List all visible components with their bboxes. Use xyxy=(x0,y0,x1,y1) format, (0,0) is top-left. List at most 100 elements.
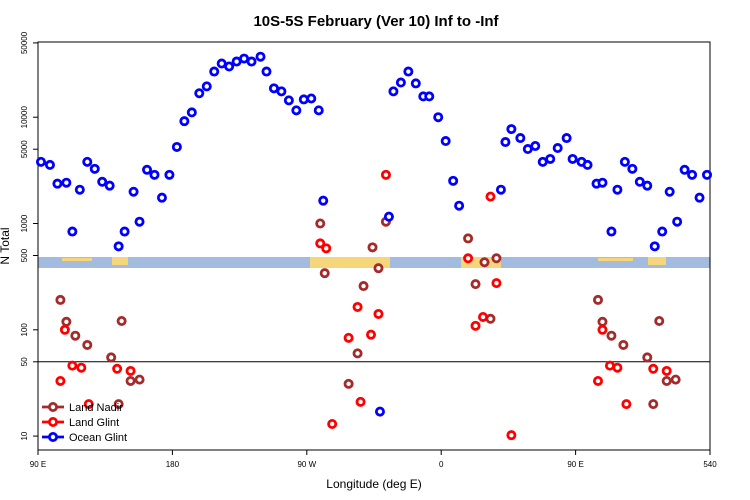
point xyxy=(149,169,160,180)
point xyxy=(506,430,517,441)
point xyxy=(582,159,593,170)
series xyxy=(55,216,681,410)
point xyxy=(201,81,212,92)
point xyxy=(694,192,705,203)
point xyxy=(478,311,489,322)
point xyxy=(561,133,572,144)
point xyxy=(67,360,78,371)
point xyxy=(343,378,354,389)
point xyxy=(343,332,354,343)
point xyxy=(61,316,72,327)
point xyxy=(491,253,502,264)
point xyxy=(59,324,70,335)
point xyxy=(125,375,136,386)
point xyxy=(479,257,490,268)
y-axis-label: N Total xyxy=(0,227,12,264)
point xyxy=(82,156,93,167)
point xyxy=(283,95,294,106)
legend-label: Ocean Glint xyxy=(69,432,127,444)
series xyxy=(35,51,713,417)
point xyxy=(642,180,653,191)
point xyxy=(670,374,681,385)
point xyxy=(306,93,317,104)
legend-label: Land Nadir xyxy=(69,402,123,414)
point xyxy=(352,301,363,312)
point xyxy=(664,186,675,197)
point xyxy=(55,375,66,386)
point xyxy=(179,116,190,127)
point xyxy=(134,374,145,385)
point xyxy=(142,164,153,175)
point xyxy=(209,66,220,77)
point xyxy=(82,339,93,350)
point xyxy=(35,156,46,167)
x-tick-label: 0 xyxy=(439,460,444,469)
x-tick-label: 540 xyxy=(703,460,717,469)
point xyxy=(463,253,474,264)
point xyxy=(642,352,653,363)
point xyxy=(83,399,94,410)
point xyxy=(171,141,182,152)
y-tick-label: 10 xyxy=(20,431,29,440)
point xyxy=(606,226,617,237)
point xyxy=(515,133,526,144)
point xyxy=(246,56,257,67)
point xyxy=(128,186,139,197)
point xyxy=(657,226,668,237)
point xyxy=(74,184,85,195)
point xyxy=(618,339,629,350)
chart-title: 10S-5S February (Ver 10) Inf to -Inf xyxy=(253,13,499,30)
point xyxy=(373,308,384,319)
y-tick-label: 10000 xyxy=(20,106,29,129)
x-tick-label: 180 xyxy=(166,460,180,469)
point xyxy=(313,105,324,116)
point xyxy=(593,294,604,305)
point xyxy=(470,320,481,331)
point xyxy=(224,61,235,72)
point xyxy=(113,241,124,252)
point xyxy=(383,211,394,222)
point xyxy=(97,176,108,187)
point xyxy=(276,86,287,97)
point xyxy=(112,363,123,374)
point xyxy=(70,330,81,341)
point xyxy=(67,226,78,237)
point xyxy=(648,363,659,374)
point xyxy=(687,169,698,180)
point xyxy=(352,348,363,359)
point xyxy=(454,200,465,211)
series xyxy=(55,169,672,441)
point xyxy=(194,88,205,99)
point xyxy=(380,169,391,180)
point xyxy=(327,418,338,429)
point xyxy=(291,105,302,116)
point xyxy=(55,294,66,305)
point xyxy=(679,164,690,175)
point xyxy=(321,243,332,254)
point xyxy=(619,156,630,167)
point xyxy=(164,169,175,180)
point xyxy=(612,362,623,373)
point xyxy=(606,330,617,341)
point xyxy=(255,51,266,62)
y-tick-label: 100 xyxy=(20,323,29,337)
point xyxy=(661,375,672,386)
point xyxy=(395,77,406,88)
y-tick-label: 50000 xyxy=(20,31,29,54)
point xyxy=(298,94,309,105)
point xyxy=(621,399,632,410)
point xyxy=(495,184,506,195)
point xyxy=(433,112,444,123)
point xyxy=(367,242,378,253)
point xyxy=(654,316,665,327)
point xyxy=(116,316,127,327)
point xyxy=(506,124,517,135)
point xyxy=(500,137,511,148)
point xyxy=(44,159,55,170)
point xyxy=(597,324,608,335)
point xyxy=(424,91,435,102)
y-tick-label: 1000 xyxy=(20,214,29,232)
point xyxy=(552,143,563,154)
point xyxy=(113,399,124,410)
